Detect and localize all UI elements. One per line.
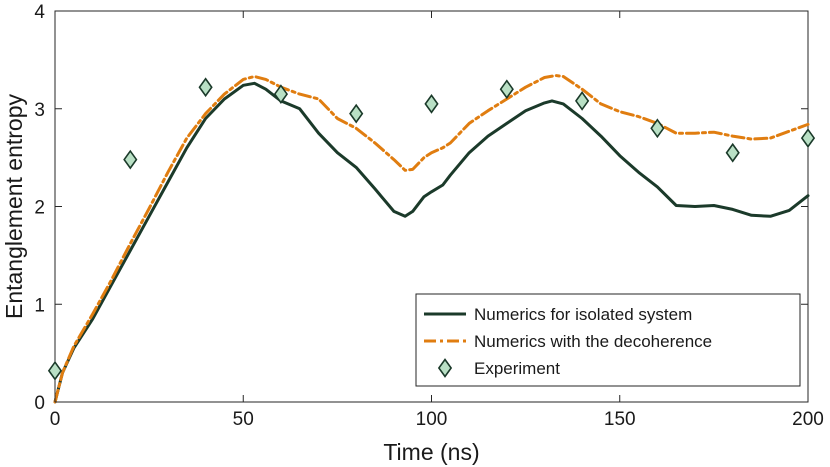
series-layer [47,74,816,404]
experiment-point [198,77,213,98]
y-tick-label: 1 [34,295,45,316]
x-tick-label: 100 [416,409,448,430]
decoherence-line [53,74,810,404]
x-tick-label: 200 [792,409,824,430]
experiment-point [47,360,63,381]
legend-label: Experiment [474,359,560,378]
y-axis-title: Entanglement entropy [1,93,27,319]
experiment-point [574,91,590,111]
experiment-point [800,128,816,148]
x-tick-label: 150 [604,409,636,430]
experiment-point [349,103,364,124]
y-tick-label: 2 [34,198,45,219]
experiment-point [650,118,665,139]
legend: Numerics for isolated system Numerics wit… [415,293,801,387]
y-tick-label: 3 [34,100,45,121]
ticks-layer: 0 50 100 150 200 0 1 2 3 4 [34,2,823,430]
experiment-point [273,84,289,104]
experiment-point [424,93,439,114]
legend-box [415,293,801,387]
isolated-system-line [53,81,810,404]
experiment-point [123,149,138,170]
x-axis-title: Time (ns) [383,439,479,465]
legend-label: Numerics with the decoherence [474,332,712,351]
experiment-point [499,79,514,100]
experiment-point [725,142,740,163]
x-tick-label: 50 [233,409,254,430]
y-tick-label: 0 [34,393,45,414]
y-tick-label: 4 [34,2,45,23]
legend-label: Numerics for isolated system [474,305,692,324]
legend-marker-experiment [437,358,453,378]
x-tick-label: 0 [50,409,61,430]
